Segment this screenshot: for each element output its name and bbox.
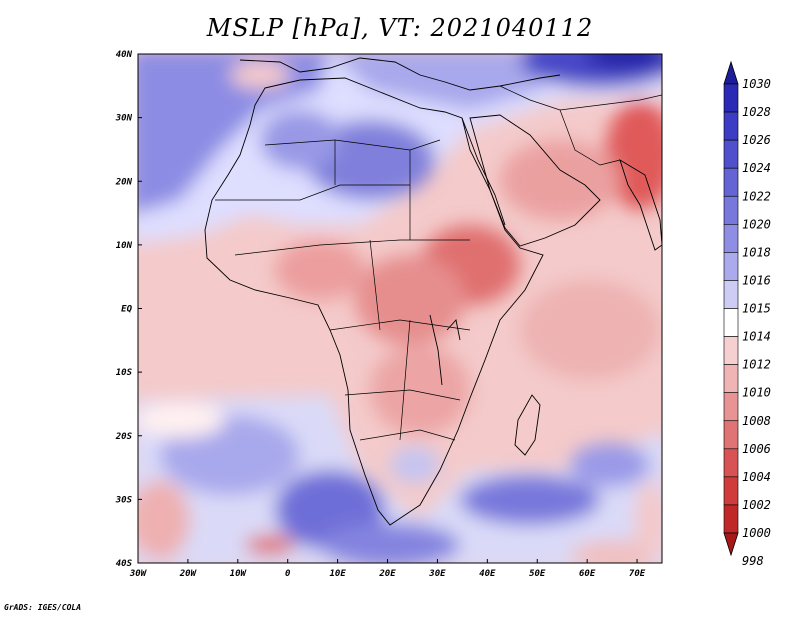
colorbar-top-arrow (723, 60, 739, 85)
map-title: MSLP [hPa], VT: 2021040112 (206, 14, 594, 42)
coastlines (204, 57, 662, 526)
colorbar-label: 1026 (742, 133, 771, 147)
lat-tick-label: 30S (115, 495, 133, 505)
lat-tick-label: 20S (115, 432, 133, 442)
colorbar-label: 998 (742, 554, 764, 568)
colorbar-swatch (723, 476, 739, 506)
colorbar-label: 1015 (742, 302, 771, 316)
colorbar-label: 1000 (742, 526, 771, 540)
colorbar-label: 1010 (742, 386, 771, 400)
lat-tick-label: 30N (115, 114, 133, 124)
colorbar-label: 1020 (742, 217, 771, 231)
colorbar-swatch (723, 420, 739, 450)
colorbar-label: 1030 (742, 77, 771, 91)
colorbar-swatch (723, 252, 739, 281)
credit-text: GrADS: IGES/COLA (4, 603, 82, 612)
lon-tick-label: 30E (428, 569, 446, 579)
lon-tick-label: 50E (529, 569, 546, 579)
colorbar-label: 1022 (742, 189, 771, 203)
colorbar-label: 1006 (742, 442, 771, 456)
lat-tick-label: 40N (116, 50, 133, 60)
longitude-axis: 30W 20W 10W 0 10E 20E 30E 40E 50E 60E 70E (129, 559, 646, 579)
colorbar-swatch (723, 111, 739, 141)
colorbar-label: 1016 (742, 273, 771, 287)
colorbar-swatch (723, 83, 739, 113)
colorbar-bottom-arrow (723, 532, 739, 557)
colorbar-swatch (723, 364, 739, 393)
colorbar-label: 1028 (742, 105, 771, 119)
lon-tick-label: 20E (378, 569, 396, 579)
colorbar-swatch (723, 195, 739, 225)
lon-tick-label: 10E (329, 569, 346, 579)
lat-tick-label: 10N (116, 241, 133, 251)
colorbar-swatch (723, 280, 739, 309)
colorbar-label: 1004 (742, 470, 771, 484)
colorbar-label: 1012 (742, 358, 771, 372)
colorbar-label: 1018 (742, 245, 771, 259)
lon-tick-label: 30W (129, 569, 148, 579)
lat-tick-label: 40S (116, 559, 133, 569)
colorbar-swatch (723, 167, 739, 197)
lon-tick-label: 40E (479, 569, 496, 579)
lon-tick-label: 70E (629, 569, 646, 579)
lon-tick-label: 20W (179, 569, 198, 579)
colorbar-label: 1024 (742, 161, 771, 175)
lon-tick-label: 0 (285, 569, 291, 579)
colorbar-swatch (723, 308, 739, 337)
lon-tick-label: 60E (579, 569, 596, 579)
colorbar-label: 1014 (742, 330, 771, 344)
colorbar-label: 1008 (742, 414, 771, 428)
lat-tick-label: 10S (116, 368, 133, 378)
colorbar-swatch (723, 336, 739, 365)
pressure-field (138, 54, 662, 563)
colorbar-swatch (723, 504, 739, 534)
latitude-axis: 40N 30N 20N 10N EQ 10S 20S 30S 40S (115, 50, 142, 569)
colorbar-swatch (723, 392, 739, 422)
colorbar-swatch (723, 448, 739, 478)
lat-tick-label: 20N (115, 177, 133, 187)
colorbar-label: 1002 (742, 498, 771, 512)
lon-tick-label: 10W (230, 569, 248, 579)
colorbar: 1030 1028 1026 1024 1022 1020 1018 1016 1015 1014… (723, 60, 771, 568)
lat-tick-label: EQ (121, 305, 132, 315)
colorbar-swatch (723, 139, 739, 169)
colorbar-swatch (723, 224, 739, 253)
